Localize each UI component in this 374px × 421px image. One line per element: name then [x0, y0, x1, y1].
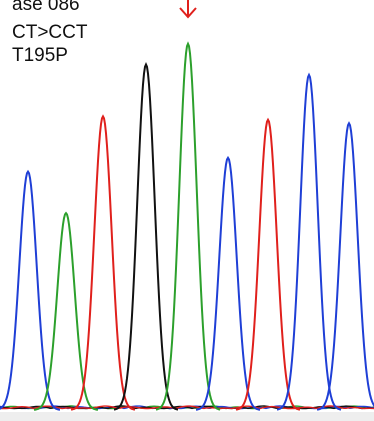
baseline-noise [0, 405, 374, 421]
peak-4-A [155, 41, 221, 411]
annotation-amino-acid-text: T195P [12, 45, 68, 66]
baseline-band [0, 412, 374, 421]
peak-8-C [316, 121, 374, 411]
mutation-arrow-head [179, 7, 197, 19]
peak-0-C [0, 169, 61, 411]
annotation-case-text: ase 086 [12, 0, 80, 15]
peak-7-C [276, 72, 342, 411]
peak-5-C [195, 155, 261, 411]
annotation-mutation-text: CT>CCT [12, 22, 88, 43]
peak-3-G [113, 61, 179, 411]
peak-6-T [235, 117, 301, 411]
peaks [0, 41, 374, 411]
baseline-trace-T [0, 405, 374, 410]
peak-1-A [33, 211, 99, 411]
mutation-marker [179, 0, 197, 19]
